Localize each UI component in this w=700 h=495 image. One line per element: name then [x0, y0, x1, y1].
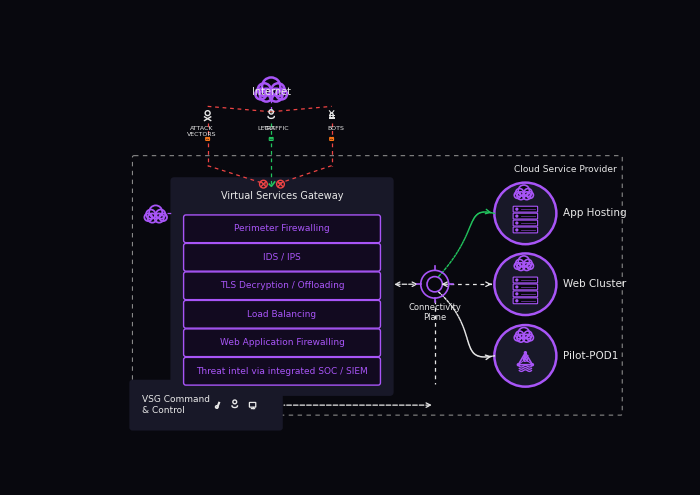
- Circle shape: [517, 334, 525, 342]
- Text: Web Cluster: Web Cluster: [563, 279, 626, 289]
- FancyBboxPatch shape: [183, 300, 381, 328]
- Text: Virtual Services Gateway: Virtual Services Gateway: [220, 192, 343, 201]
- Circle shape: [516, 293, 518, 295]
- Text: Perimeter Firewalling: Perimeter Firewalling: [234, 224, 330, 233]
- Circle shape: [494, 325, 556, 387]
- Circle shape: [523, 334, 531, 342]
- Circle shape: [516, 229, 518, 231]
- Text: IDS / IPS: IDS / IPS: [263, 253, 301, 262]
- FancyBboxPatch shape: [513, 277, 538, 283]
- Circle shape: [524, 259, 532, 267]
- Circle shape: [516, 208, 518, 210]
- Circle shape: [523, 192, 531, 199]
- Circle shape: [516, 222, 518, 224]
- Circle shape: [516, 300, 518, 302]
- Circle shape: [518, 328, 529, 339]
- Circle shape: [517, 192, 525, 199]
- Circle shape: [276, 89, 287, 99]
- FancyBboxPatch shape: [183, 329, 381, 356]
- FancyBboxPatch shape: [170, 177, 393, 396]
- Text: K: K: [522, 355, 528, 364]
- Circle shape: [262, 77, 280, 96]
- Circle shape: [516, 331, 524, 339]
- Circle shape: [256, 89, 266, 99]
- Circle shape: [155, 213, 164, 223]
- Circle shape: [144, 213, 152, 221]
- Circle shape: [518, 256, 529, 267]
- Text: Connectivity
Plane: Connectivity Plane: [408, 303, 461, 322]
- FancyBboxPatch shape: [130, 380, 283, 431]
- Circle shape: [516, 259, 524, 267]
- FancyBboxPatch shape: [183, 215, 381, 243]
- Text: BOTS: BOTS: [327, 126, 344, 131]
- Circle shape: [517, 263, 525, 271]
- Circle shape: [146, 209, 155, 219]
- Text: ATTACK
VECTORS: ATTACK VECTORS: [187, 126, 216, 137]
- Circle shape: [148, 213, 157, 223]
- Circle shape: [527, 334, 533, 341]
- Text: Web Application Firewalling: Web Application Firewalling: [220, 338, 344, 347]
- Circle shape: [516, 286, 518, 288]
- Circle shape: [524, 351, 526, 354]
- Text: Load Balancing: Load Balancing: [248, 310, 316, 319]
- Circle shape: [516, 215, 518, 217]
- Circle shape: [524, 331, 532, 339]
- FancyBboxPatch shape: [513, 227, 538, 233]
- Circle shape: [514, 334, 521, 341]
- Text: TRAFFIC: TRAFFIC: [264, 126, 289, 131]
- FancyBboxPatch shape: [183, 244, 381, 271]
- Circle shape: [527, 192, 533, 198]
- FancyBboxPatch shape: [513, 220, 538, 226]
- Circle shape: [527, 263, 533, 269]
- Circle shape: [531, 364, 533, 366]
- Text: TLS Decryption / Offloading: TLS Decryption / Offloading: [220, 281, 344, 290]
- FancyBboxPatch shape: [183, 272, 381, 299]
- Circle shape: [514, 263, 521, 269]
- Circle shape: [516, 189, 524, 197]
- Circle shape: [524, 189, 532, 197]
- Circle shape: [272, 83, 285, 96]
- Text: VSG Command
& Control: VSG Command & Control: [141, 396, 210, 415]
- Circle shape: [518, 185, 529, 196]
- Circle shape: [494, 253, 556, 315]
- Circle shape: [260, 89, 273, 101]
- FancyBboxPatch shape: [513, 206, 538, 212]
- Circle shape: [156, 209, 165, 219]
- Text: Cloud Service Provider: Cloud Service Provider: [514, 165, 617, 174]
- FancyBboxPatch shape: [183, 357, 381, 385]
- Circle shape: [149, 205, 162, 218]
- Text: Threat intel via integrated SOC / SIEM: Threat intel via integrated SOC / SIEM: [196, 367, 368, 376]
- Text: Pilot-POD1: Pilot-POD1: [563, 351, 618, 361]
- Circle shape: [517, 364, 519, 366]
- Circle shape: [160, 213, 167, 221]
- FancyBboxPatch shape: [513, 284, 538, 290]
- Circle shape: [514, 192, 521, 198]
- Text: Internet: Internet: [252, 87, 290, 97]
- FancyBboxPatch shape: [513, 213, 538, 219]
- Circle shape: [516, 279, 518, 281]
- Circle shape: [523, 263, 531, 271]
- Circle shape: [258, 83, 271, 96]
- Text: LEGIT: LEGIT: [258, 126, 276, 131]
- FancyBboxPatch shape: [513, 291, 538, 297]
- FancyBboxPatch shape: [513, 298, 538, 304]
- Text: App Hosting: App Hosting: [563, 208, 626, 218]
- Circle shape: [494, 183, 556, 244]
- Circle shape: [270, 89, 283, 101]
